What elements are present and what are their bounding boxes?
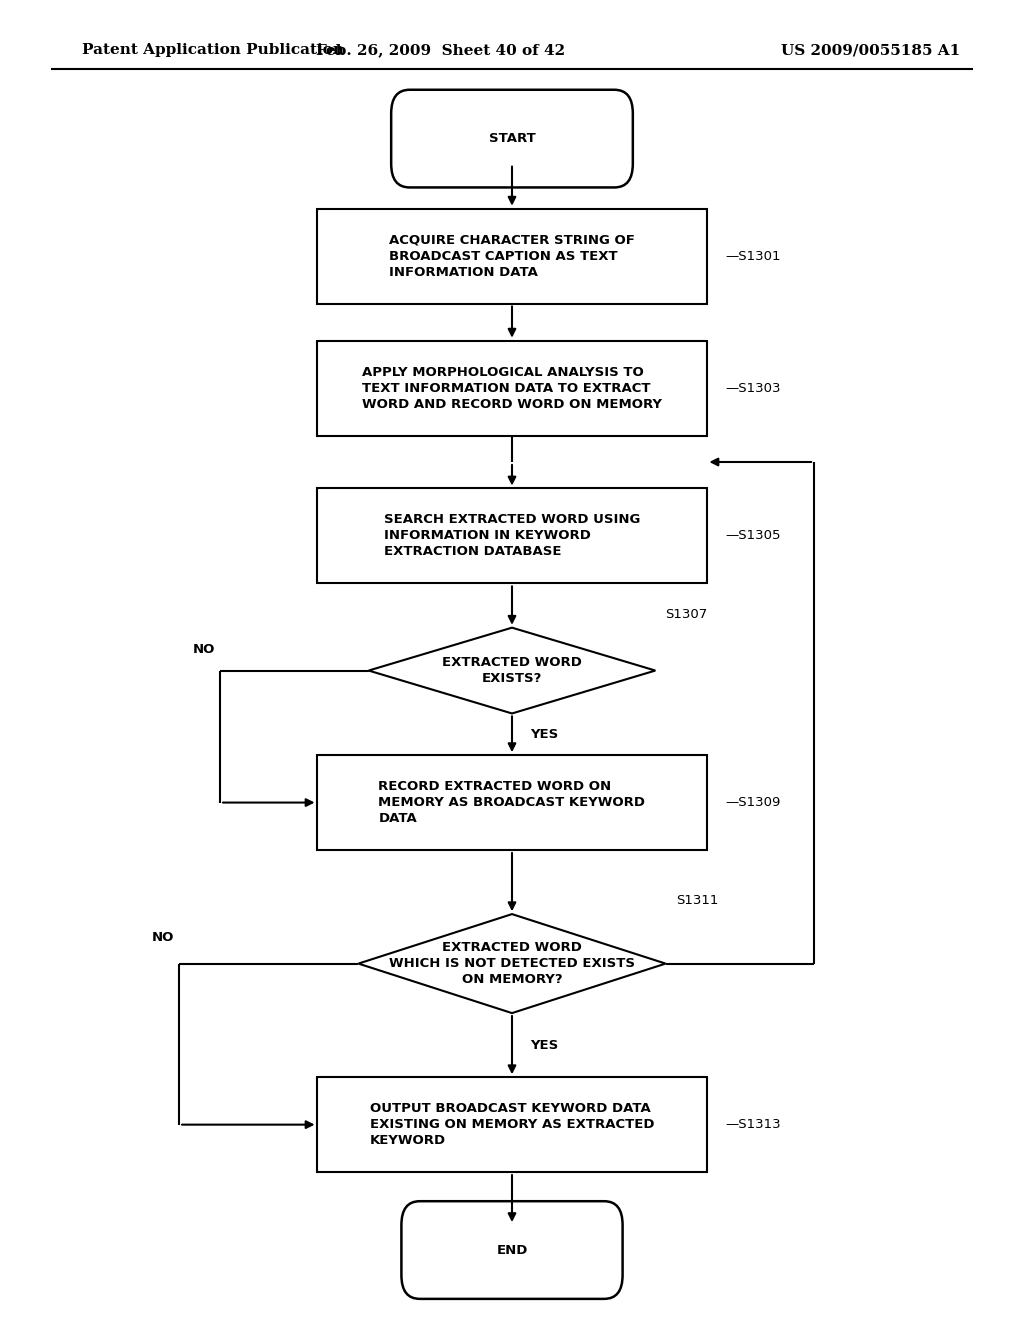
Text: EXTRACTED WORD
WHICH IS NOT DETECTED EXISTS
ON MEMORY?: EXTRACTED WORD WHICH IS NOT DETECTED EXI…: [389, 941, 635, 986]
Text: —S1313: —S1313: [725, 1118, 780, 1131]
Text: US 2009/0055185 A1: US 2009/0055185 A1: [780, 44, 961, 57]
Bar: [317, 755, 707, 850]
Text: EXTRACTED WORD
EXISTS?: EXTRACTED WORD EXISTS?: [442, 656, 582, 685]
Bar: [317, 488, 707, 583]
FancyBboxPatch shape: [401, 1201, 623, 1299]
Text: NO: NO: [193, 643, 215, 656]
Text: SEARCH EXTRACTED WORD USING
INFORMATION IN KEYWORD
EXTRACTION DATABASE: SEARCH EXTRACTED WORD USING INFORMATION …: [384, 513, 640, 558]
FancyBboxPatch shape: [391, 90, 633, 187]
Text: FIG.41: FIG.41: [457, 88, 567, 117]
Text: ACQUIRE CHARACTER STRING OF
BROADCAST CAPTION AS TEXT
INFORMATION DATA: ACQUIRE CHARACTER STRING OF BROADCAST CA…: [389, 234, 635, 279]
Text: APPLY MORPHOLOGICAL ANALYSIS TO
TEXT INFORMATION DATA TO EXTRACT
WORD AND RECORD: APPLY MORPHOLOGICAL ANALYSIS TO TEXT INF…: [362, 366, 662, 411]
Text: RECORD EXTRACTED WORD ON
MEMORY AS BROADCAST KEYWORD
DATA: RECORD EXTRACTED WORD ON MEMORY AS BROAD…: [379, 780, 645, 825]
Text: START: START: [488, 132, 536, 145]
Text: Patent Application Publication: Patent Application Publication: [82, 44, 344, 57]
Text: OUTPUT BROADCAST KEYWORD DATA
EXISTING ON MEMORY AS EXTRACTED
KEYWORD: OUTPUT BROADCAST KEYWORD DATA EXISTING O…: [370, 1102, 654, 1147]
Text: —S1309: —S1309: [725, 796, 780, 809]
Text: —S1301: —S1301: [725, 249, 780, 263]
Polygon shape: [369, 628, 655, 713]
Text: S1311: S1311: [676, 895, 718, 908]
Text: NO: NO: [152, 931, 174, 944]
Text: YES: YES: [530, 727, 559, 741]
Bar: [317, 1077, 707, 1172]
Text: Feb. 26, 2009  Sheet 40 of 42: Feb. 26, 2009 Sheet 40 of 42: [315, 44, 565, 57]
Bar: [317, 209, 707, 304]
Text: S1307: S1307: [666, 609, 708, 622]
Text: —S1303: —S1303: [725, 381, 780, 395]
Text: END: END: [497, 1243, 527, 1257]
Text: —S1305: —S1305: [725, 529, 780, 543]
Text: YES: YES: [530, 1039, 559, 1052]
Bar: [317, 341, 707, 436]
Polygon shape: [358, 913, 666, 1014]
